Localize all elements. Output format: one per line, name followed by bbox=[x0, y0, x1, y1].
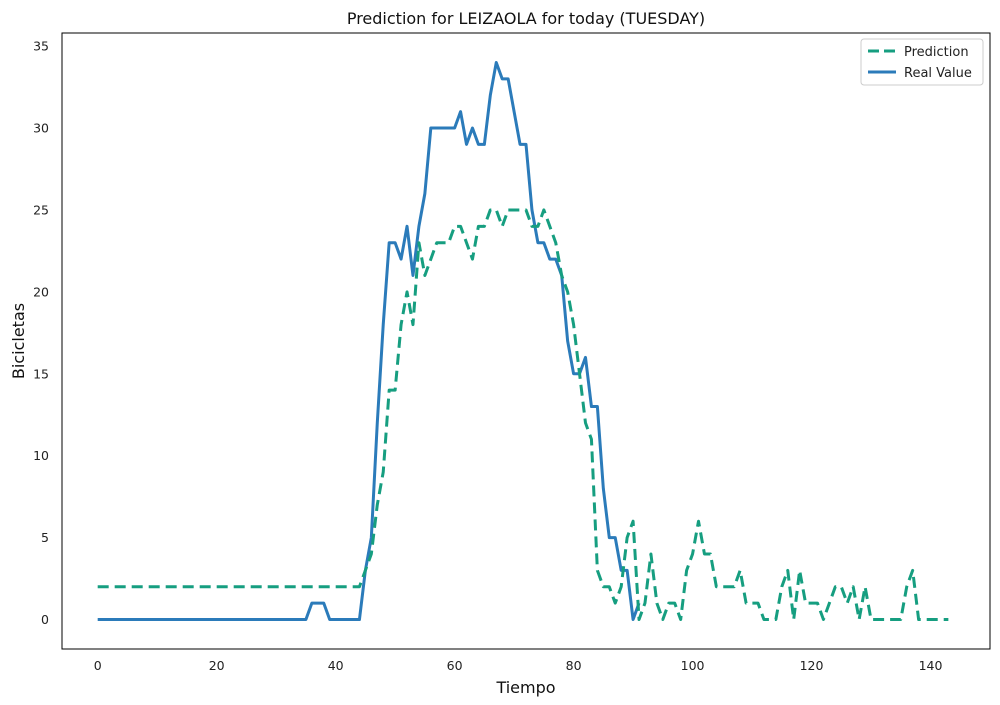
chart-title: Prediction for LEIZAOLA for today (TUESD… bbox=[347, 9, 705, 28]
y-tick-label: 15 bbox=[33, 366, 49, 381]
y-tick-label: 25 bbox=[33, 202, 49, 217]
x-tick-label: 100 bbox=[681, 658, 705, 673]
x-tick-label: 140 bbox=[919, 658, 943, 673]
x-tick-label: 60 bbox=[447, 658, 463, 673]
y-tick-label: 0 bbox=[41, 612, 49, 627]
legend: Prediction Real Value bbox=[860, 38, 984, 86]
plot-frame bbox=[61, 32, 991, 650]
y-tick-label: 5 bbox=[41, 530, 49, 545]
legend-label-prediction: Prediction bbox=[904, 45, 969, 60]
y-axis-label: Bicicletas bbox=[9, 303, 28, 379]
series-layer bbox=[97, 60, 949, 622]
x-tick-label: 120 bbox=[800, 658, 824, 673]
series-line-prediction bbox=[97, 208, 949, 622]
legend-label-real-value: Real Value bbox=[904, 66, 972, 81]
y-tick-label: 30 bbox=[33, 121, 49, 136]
x-axis-ticks: 0 20 40 60 80 100 120 140 bbox=[94, 658, 943, 673]
y-axis-ticks: 0 5 10 15 20 25 30 35 bbox=[33, 39, 49, 627]
x-tick-label: 80 bbox=[566, 658, 582, 673]
x-axis-label: Tiempo bbox=[495, 678, 555, 697]
x-tick-label: 0 bbox=[94, 658, 102, 673]
y-tick-label: 20 bbox=[33, 284, 49, 299]
x-tick-label: 40 bbox=[328, 658, 344, 673]
y-tick-label: 10 bbox=[33, 448, 49, 463]
x-tick-label: 20 bbox=[209, 658, 225, 673]
series-line-real-value bbox=[97, 60, 641, 622]
y-tick-label: 35 bbox=[33, 39, 49, 54]
